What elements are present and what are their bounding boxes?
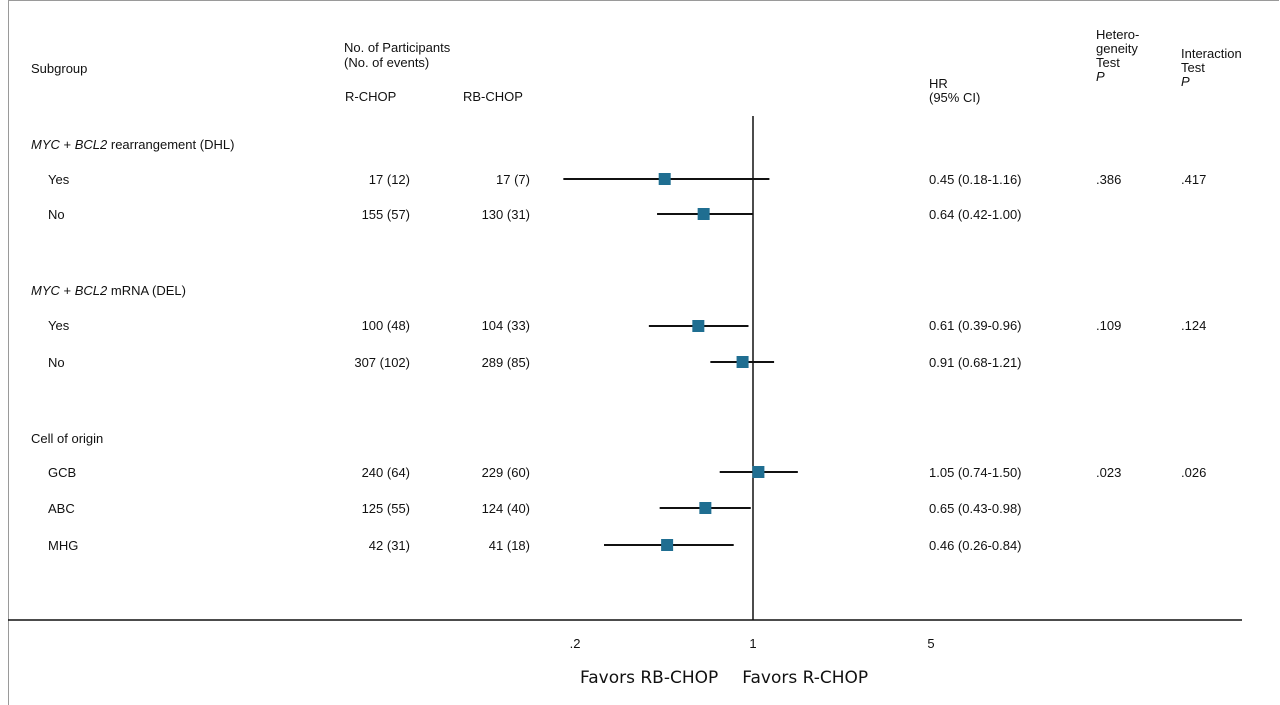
row-label: Yes	[48, 318, 70, 333]
row-r-chop-count: 240 (64)	[361, 465, 410, 480]
row-hr-text: 0.45 (0.18-1.16)	[929, 172, 1022, 187]
heterogeneity-p-del: .109	[1096, 318, 1122, 333]
group-title-cell-of-origin: Cell of origin	[31, 431, 104, 446]
row-r-chop-count: 307 (102)	[354, 355, 410, 370]
hr-marker	[697, 208, 710, 220]
favors-rb-chop-label: Favors RB-CHOP	[580, 668, 719, 688]
interaction-p-dhl: .417	[1181, 172, 1207, 187]
header-interaction-line1: Interaction	[1181, 46, 1242, 61]
row-r-chop-count: 155 (57)	[361, 207, 410, 222]
x-tick-label: 5	[927, 636, 934, 651]
header-heterogeneity-p: P	[1096, 69, 1105, 84]
group-title-dhl-plus: +	[59, 137, 75, 152]
row-hr-text: 0.46 (0.26-0.84)	[929, 538, 1022, 553]
row-r-chop-count: 125 (55)	[361, 501, 410, 516]
group-title-dhl-gene2: BCL2	[74, 137, 108, 152]
row-hr-text: 0.91 (0.68-1.21)	[929, 355, 1022, 370]
row-rb-chop-count: 130 (31)	[481, 207, 530, 222]
group-title-del-gene2: BCL2	[74, 283, 108, 298]
header-heterogeneity-line1: Hetero-	[1096, 27, 1140, 42]
header-subgroup: Subgroup	[31, 61, 88, 76]
header-hr-line1: HR	[929, 76, 948, 91]
interaction-p-cell-of-origin: .026	[1181, 465, 1207, 480]
hr-marker	[752, 466, 765, 478]
row-label: No	[48, 355, 65, 370]
hr-marker	[692, 320, 705, 332]
header-hr-line2: (95% CI)	[929, 90, 981, 105]
row-label: GCB	[48, 465, 77, 480]
x-axis-label: Favors RB-CHOP Favors R-CHOP	[580, 668, 868, 688]
heterogeneity-p-dhl: .386	[1096, 172, 1122, 187]
header-participants-line1: No. of Participants	[344, 40, 451, 55]
header-heterogeneity-line3: Test	[1096, 55, 1120, 70]
row-rb-chop-count: 124 (40)	[481, 501, 530, 516]
row-hr-text: 0.64 (0.42-1.00)	[929, 207, 1022, 222]
row-r-chop-count: 17 (12)	[368, 172, 410, 187]
row-label: Yes	[48, 172, 70, 187]
group-title-del-gene1: MYC	[31, 283, 60, 298]
row-hr-text: 0.61 (0.39-0.96)	[929, 318, 1022, 333]
row-rb-chop-count: 17 (7)	[496, 172, 530, 187]
group-title-dhl-gene1: MYC	[31, 137, 60, 152]
row-rb-chop-count: 229 (60)	[481, 465, 530, 480]
group-title-del-plus: +	[59, 283, 75, 298]
header-heterogeneity-line2: geneity	[1096, 41, 1138, 56]
hr-marker	[736, 356, 749, 368]
row-hr-text: 0.65 (0.43-0.98)	[929, 501, 1022, 516]
header-participants-line2: (No. of events)	[344, 55, 430, 70]
hr-marker	[658, 173, 671, 185]
heterogeneity-p-cell-of-origin: .023	[1096, 465, 1122, 480]
row-label: No	[48, 207, 65, 222]
header-arm-rb-chop: RB-CHOP	[463, 89, 523, 104]
row-rb-chop-count: 41 (18)	[488, 538, 530, 553]
group-title-del-rest: mRNA (DEL)	[107, 283, 186, 298]
row-rb-chop-count: 104 (33)	[481, 318, 530, 333]
figure-frame	[8, 0, 1279, 705]
header-interaction-p: P	[1181, 74, 1190, 89]
favors-r-chop-label: Favors R-CHOP	[742, 668, 869, 688]
x-tick-label: 1	[749, 636, 756, 651]
row-r-chop-count: 42 (31)	[368, 538, 410, 553]
row-hr-text: 1.05 (0.74-1.50)	[929, 465, 1022, 480]
row-rb-chop-count: 289 (85)	[481, 355, 530, 370]
row-label: MHG	[48, 538, 79, 553]
hr-marker	[661, 539, 674, 551]
group-title-del: MYC + BCL2 mRNA (DEL)	[31, 283, 186, 298]
header-interaction-line2: Test	[1181, 60, 1205, 75]
group-title-dhl-rest: rearrangement (DHL)	[107, 137, 235, 152]
hr-marker	[699, 502, 712, 514]
interaction-p-del: .124	[1181, 318, 1207, 333]
row-label: ABC	[48, 501, 75, 516]
header-arm-r-chop: R-CHOP	[345, 89, 397, 104]
x-tick-label: .2	[570, 636, 581, 651]
row-r-chop-count: 100 (48)	[361, 318, 410, 333]
group-title-dhl: MYC + BCL2 rearrangement (DHL)	[31, 137, 234, 152]
